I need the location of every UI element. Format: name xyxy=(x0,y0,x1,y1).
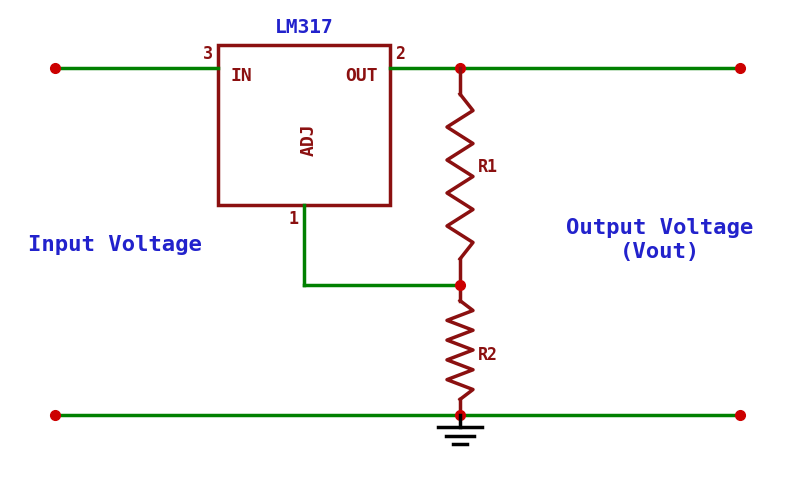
Text: R1: R1 xyxy=(478,157,498,176)
Text: IN: IN xyxy=(230,67,252,85)
Bar xyxy=(218,45,390,205)
Text: R2: R2 xyxy=(478,346,498,364)
Text: ADJ: ADJ xyxy=(300,124,318,156)
Text: LM317: LM317 xyxy=(275,18,334,37)
Text: Input Voltage: Input Voltage xyxy=(28,235,202,255)
Text: Output Voltage
(Vout): Output Voltage (Vout) xyxy=(567,218,754,262)
Text: 3: 3 xyxy=(203,45,213,63)
Text: 2: 2 xyxy=(395,45,405,63)
Text: OUT: OUT xyxy=(345,67,378,85)
Text: 1: 1 xyxy=(289,210,299,228)
